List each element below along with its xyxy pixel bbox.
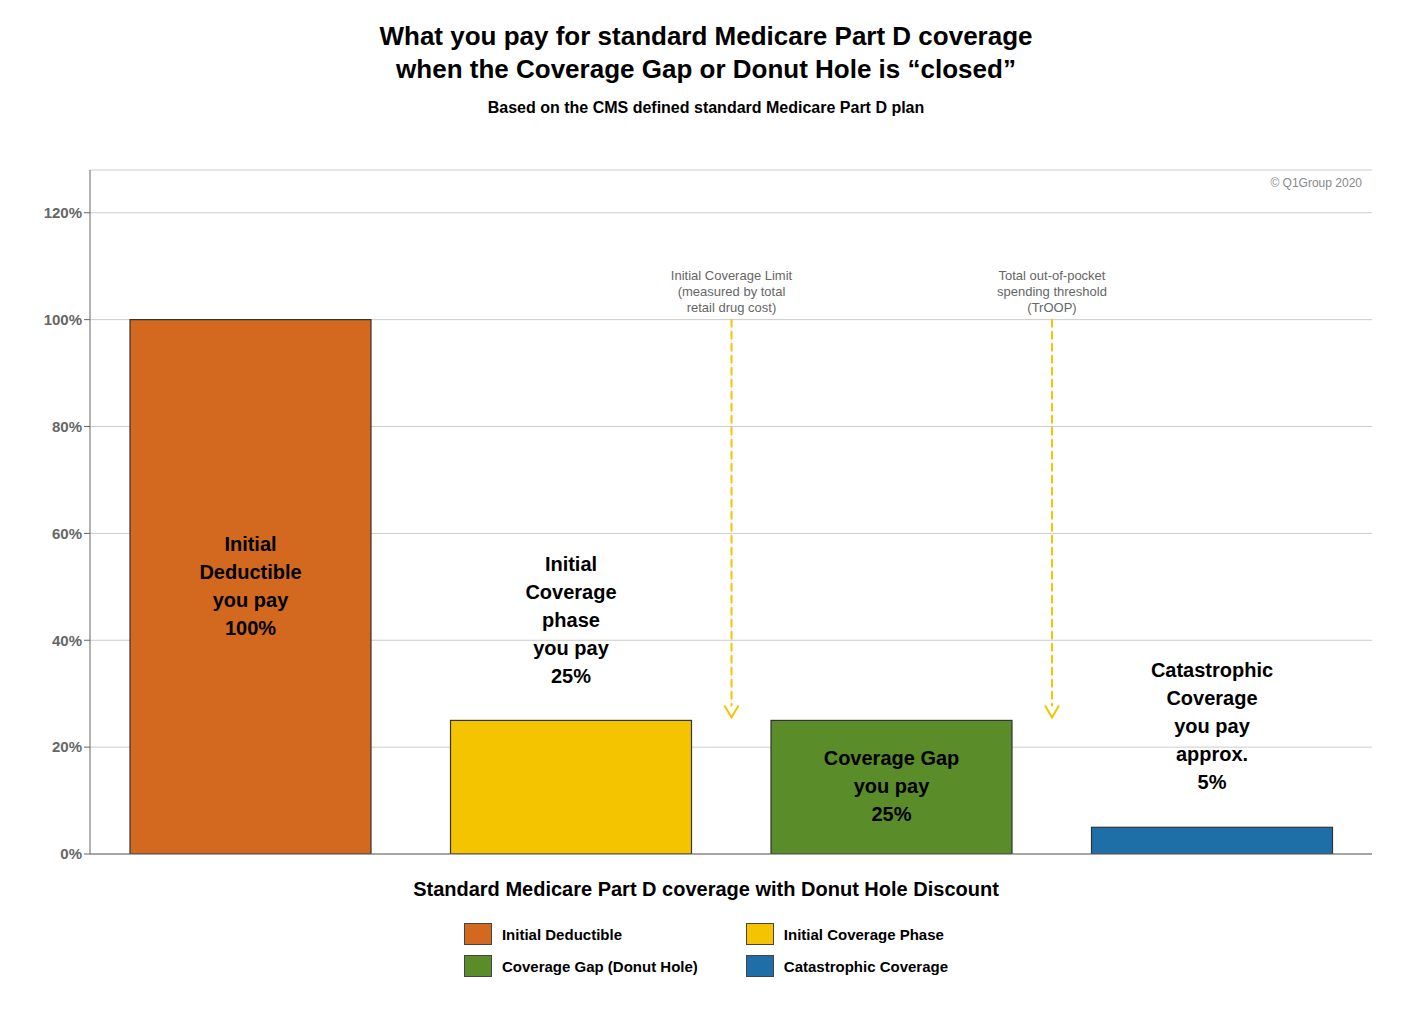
html-text:Initial Coverage Phase: Initial Coverage Phase: [783, 925, 944, 943]
html-text:© Q1Group 2020: © Q1Group 2020: [1270, 176, 1362, 190]
svg-text:40%: 40%: [52, 632, 82, 649]
svg-text:80%: 80%: [52, 418, 82, 435]
svg-text:100%: 100%: [44, 311, 82, 328]
html-text:when the Coverage Gap or Donut: when the Coverage Gap or Donut Hole is “…: [396, 53, 1016, 84]
svg-text:20%: 20%: [52, 738, 82, 755]
html-text:Catastrophic Coverage: Catastrophic Coverage: [783, 957, 948, 975]
svg-text:120%: 120%: [44, 204, 82, 221]
html-text:Based on the CMS defined stand: Based on the CMS defined standard Medica…: [487, 99, 925, 116]
html-text:Initial Deductible: Initial Deductible: [502, 925, 622, 943]
svg-text:Initial Coverage Limit(measure: Initial Coverage Limit(measured by total…: [671, 268, 793, 315]
svg-text:Total out-of-pocketspending th: Total out-of-pocketspending threshold(Tr…: [997, 268, 1107, 315]
svg-text:0%: 0%: [60, 845, 82, 862]
html-text:Standard Medicare Part D cover: Standard Medicare Part D coverage with D…: [413, 878, 999, 900]
svg-text:InitialCoveragephaseyou pay25%: InitialCoveragephaseyou pay25%: [525, 553, 616, 687]
svg-text:InitialDeductibleyou pay100%: InitialDeductibleyou pay100%: [199, 533, 301, 639]
html-text:Coverage Gap (Donut Hole): Coverage Gap (Donut Hole): [502, 957, 698, 975]
svg-text:CatastrophicCoverageyou payapp: CatastrophicCoverageyou payapprox.5%: [1151, 659, 1273, 793]
html-text:What you pay for standard Medi: What you pay for standard Medicare Part …: [379, 21, 1033, 51]
svg-text:60%: 60%: [52, 525, 82, 542]
svg-text:Coverage Gapyou pay25%: Coverage Gapyou pay25%: [824, 747, 960, 825]
